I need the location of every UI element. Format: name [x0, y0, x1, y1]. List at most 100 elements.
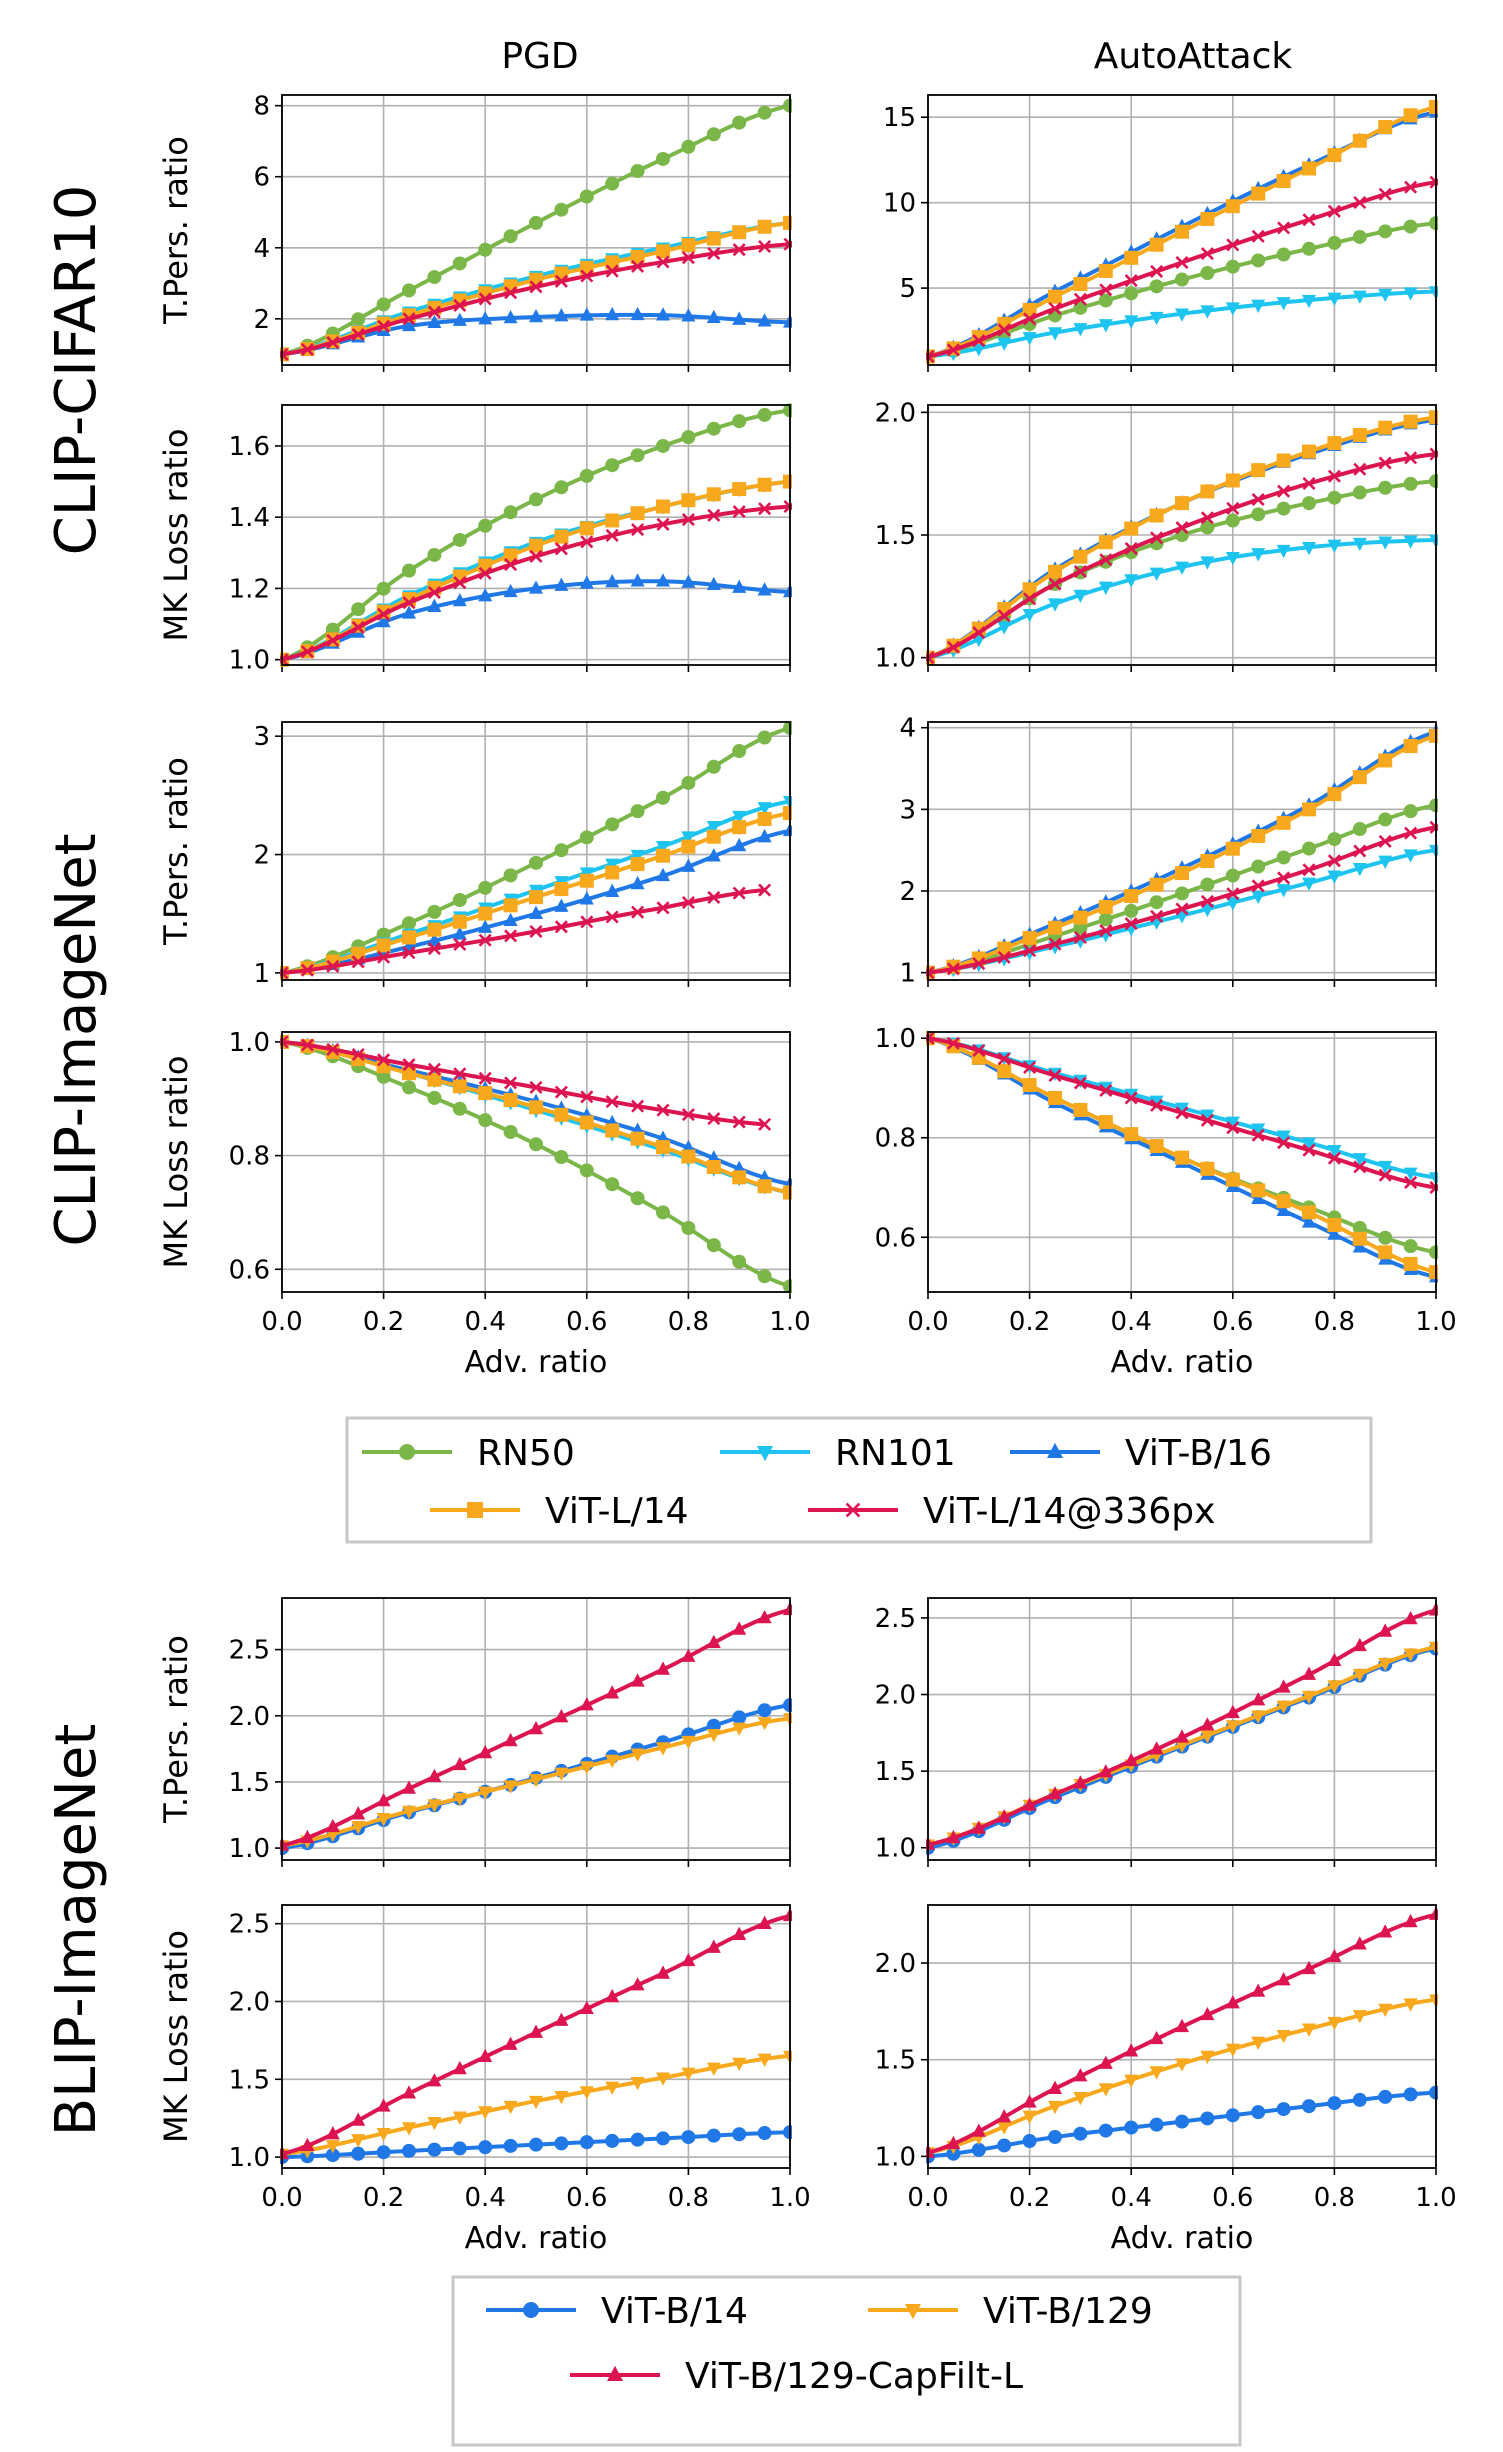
- data-point-rn101: [1200, 1109, 1215, 1123]
- data-point-vit-b-16: [1352, 1239, 1367, 1253]
- data-point-vit-b-129: [1327, 2016, 1342, 2031]
- data-point-vit-l-14: [1098, 263, 1113, 278]
- data-point-vit-l-14-336px: [1353, 196, 1367, 210]
- data-point-vit-b-16: [529, 580, 543, 594]
- xtick-label: 0.0: [907, 2183, 948, 2213]
- data-point-vit-b-129-capfilt-l: [1276, 1679, 1291, 1693]
- plot-frame: [281, 1031, 791, 1293]
- data-point-vit-b-14: [1378, 2089, 1393, 2104]
- data-point-vit-l-14: [681, 1149, 696, 1164]
- data-point-rn50: [757, 1269, 772, 1284]
- data-point-vit-l-14-336px: [1302, 863, 1316, 877]
- data-point-vit-l-14-336px: [478, 566, 492, 580]
- series-group: [280, 403, 792, 667]
- data-point-vit-b-129-capfilt-l: [402, 1780, 416, 1794]
- data-point-vit-l-14: [1302, 1205, 1316, 1220]
- data-point-rn50: [402, 283, 416, 298]
- data-point-rn101: [1327, 870, 1342, 884]
- data-point-rn50: [1200, 877, 1215, 892]
- data-point-vit-l-14-336px: [631, 905, 645, 919]
- data-point-vit-b-129-capfilt-l: [351, 2112, 366, 2126]
- data-point-vit-l-14-336px: [1023, 592, 1037, 606]
- data-point-vit-l-14: [1302, 161, 1316, 176]
- data-point-vit-l-14: [1175, 866, 1189, 881]
- data-point-rn101: [1276, 544, 1291, 559]
- data-point-vit-b-14: [1124, 2120, 1139, 2135]
- data-point-rn50: [529, 1137, 543, 1152]
- data-point-vit-b-129: [1251, 2036, 1266, 2050]
- data-point-vit-b-129-capfilt-l: [1251, 1692, 1266, 1706]
- data-point-rn50: [706, 421, 721, 436]
- data-point-vit-b-129: [427, 1799, 442, 1813]
- data-point-vit-l-14-336px: [1023, 312, 1037, 326]
- xtick-label: 0.6: [1212, 1307, 1253, 1337]
- series-group: [926, 723, 1438, 981]
- data-point-vit-l-14: [478, 906, 493, 921]
- legend-clip: RN50 RN101 ViT-B/16 ViT-L/14 ViT-L/14@336px: [345, 1416, 1373, 1544]
- data-point-rn50: [1149, 895, 1164, 910]
- data-point-vit-b-14: [1403, 2087, 1418, 2102]
- data-point-vit-b-129-capfilt-l: [1327, 1652, 1342, 1667]
- data-point-vit-b-129-capfilt-l: [1225, 1704, 1240, 1719]
- data-point-vit-l-14-336px: [1226, 887, 1240, 901]
- ytick-label: 0.6: [875, 1223, 916, 1253]
- series-group: [280, 720, 792, 981]
- panel-clip_cifar10_pgd_mkloss: 1.0 1.2 1.4 1.6 MK Loss ratio: [157, 403, 792, 676]
- data-point-vit-l-14: [1098, 1115, 1113, 1130]
- data-point-vit-b-16: [605, 573, 620, 588]
- data-point-vit-b-129-capfilt-l: [452, 2060, 467, 2075]
- data-point-rn50: [732, 744, 747, 759]
- data-point-vit-l-14: [732, 482, 747, 497]
- data-point-vit-l-14-336px: [427, 942, 441, 956]
- panel-clip_imagenet_pgd_mkloss: 0.6 0.8 1.0 0.0 0.2 0.4 0.6 0.8 1.0 Adv. ratio MK …: [157, 1028, 811, 1380]
- ytick-label: 2: [253, 305, 270, 335]
- data-point-rn50: [1251, 507, 1266, 522]
- data-point-vit-b-16: [452, 592, 467, 607]
- data-point-vit-l-14: [630, 857, 645, 872]
- data-point-vit-l-14-336px: [300, 645, 314, 659]
- data-point-vit-l-14: [1149, 877, 1164, 892]
- data-point-rn50: [1225, 513, 1240, 528]
- data-point-rn50: [452, 893, 467, 908]
- plot-frame: [281, 1597, 791, 1861]
- legend-item-vit-b-129-capfilt-l: ViT-B/129-CapFilt-L: [570, 2356, 1023, 2397]
- data-point-vit-b-129: [478, 2106, 493, 2120]
- data-point-vit-b-129-capfilt-l: [971, 1820, 986, 1834]
- data-point-vit-b-14: [1276, 2102, 1291, 2117]
- data-point-vit-b-129: [554, 2090, 569, 2105]
- column-title-pgd: PGD: [501, 36, 578, 77]
- data-point-vit-l-14-336px: [732, 505, 746, 519]
- data-point-rn50: [529, 855, 543, 870]
- data-point-vit-b-129: [630, 1748, 645, 1762]
- data-point-rn50: [656, 790, 670, 805]
- data-point-vit-b-14: [452, 2141, 467, 2156]
- data-point-vit-b-14: [376, 2145, 391, 2160]
- data-point-vit-b-129: [351, 1821, 366, 1835]
- data-point-vit-b-16: [1251, 1190, 1266, 1205]
- row-group-clip-imagenet: CLIP-ImageNet: [44, 833, 109, 1246]
- data-point-vit-l-14-336px: [605, 264, 619, 278]
- data-point-vit-l-14-336px: [997, 609, 1011, 623]
- data-point-vit-b-129: [1276, 2029, 1291, 2044]
- data-point-rn101: [706, 820, 721, 835]
- data-point-vit-l-14-336px: [504, 929, 518, 943]
- data-point-vit-b-16: [732, 311, 747, 325]
- data-point-rn101: [1276, 884, 1291, 898]
- data-point-vit-b-129-capfilt-l: [554, 2012, 569, 2026]
- data-point-rn101: [1327, 1144, 1342, 1159]
- y-axis-label: MK Loss ratio: [157, 1056, 195, 1269]
- data-point-vit-l-14-336px: [1099, 924, 1113, 938]
- data-point-vit-l-14-336px: [758, 883, 772, 897]
- data-point-vit-l-14-336px: [1277, 484, 1291, 498]
- data-point-vit-b-16: [427, 314, 442, 329]
- data-point-vit-l-14-336px: [1353, 844, 1367, 858]
- data-point-rn50: [630, 804, 645, 819]
- ytick-label: 2.0: [875, 1949, 916, 1979]
- data-point-rn50: [1352, 822, 1367, 837]
- data-point-vit-l-14-336px: [554, 1085, 568, 1099]
- row-group-clip-cifar10: CLIP-CIFAR10: [44, 185, 109, 556]
- data-point-vit-l-14-336px: [554, 920, 568, 934]
- data-point-vit-l-14: [1302, 802, 1316, 817]
- data-point-rn101: [1378, 536, 1393, 550]
- data-point-vit-b-129-capfilt-l: [656, 1965, 670, 1979]
